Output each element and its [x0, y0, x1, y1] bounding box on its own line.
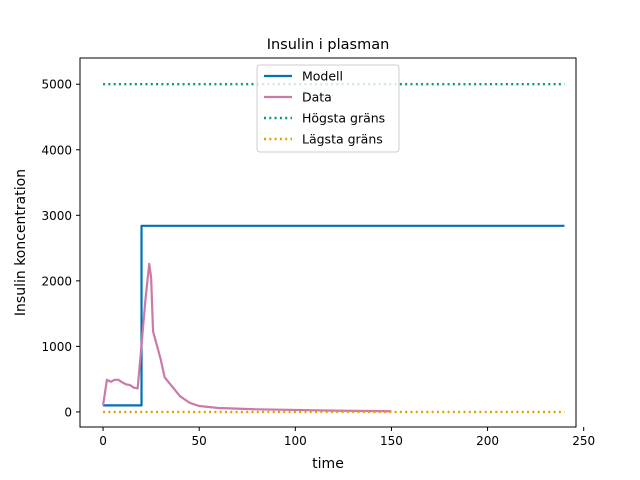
plot-frame: [79, 57, 577, 428]
x-axis: 0 50 100 150 200 250: [99, 427, 595, 448]
y-tick-label: 5000: [41, 78, 72, 92]
x-tick-label: 250: [572, 434, 595, 448]
series-layer: [101, 83, 565, 414]
series-data: [101, 262, 392, 413]
x-tick-label: 200: [476, 434, 499, 448]
x-axis-label: time: [312, 456, 344, 472]
y-tick-label: 3000: [41, 209, 72, 223]
y-tick-label: 1000: [41, 340, 72, 354]
chart-title: Insulin i plasman: [267, 37, 390, 53]
y-tick-label: 2000: [41, 274, 72, 288]
legend-label-data: Data: [302, 90, 332, 105]
legend: Modell Data Högsta gräns Lägsta gräns: [256, 64, 400, 153]
legend-label-lagsta-grans: Lägsta gräns: [302, 132, 383, 147]
legend-box: [256, 64, 400, 153]
y-tick-label: 4000: [41, 143, 72, 157]
x-tick-label: 50: [192, 434, 207, 448]
x-tick-label: 100: [284, 434, 307, 448]
y-tick-label: 0: [64, 405, 72, 419]
y-axis-label: Insulin koncentration: [13, 169, 29, 316]
legend-label-hogsta-grans: Högsta gräns: [302, 111, 385, 126]
legend-label-modell: Modell: [302, 69, 343, 84]
series-modell: [103, 224, 565, 407]
y-axis: 0 1000 2000 3000 4000 5000: [41, 78, 80, 419]
x-tick-label: 150: [380, 434, 403, 448]
x-tick-label: 0: [99, 434, 107, 448]
